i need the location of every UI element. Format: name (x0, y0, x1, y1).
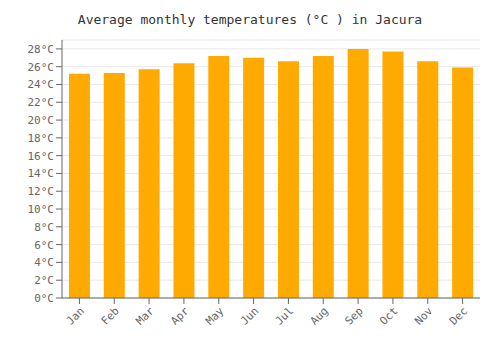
svg-text:14°C: 14°C (28, 167, 55, 180)
svg-text:2°C: 2°C (34, 274, 54, 287)
svg-text:Dec: Dec (447, 304, 470, 327)
svg-text:28°C: 28°C (28, 43, 55, 56)
svg-text:4°C: 4°C (34, 256, 54, 269)
svg-text:May: May (203, 304, 227, 328)
svg-text:Jul: Jul (273, 304, 296, 327)
svg-text:Nov: Nov (412, 304, 436, 328)
svg-text:0°C: 0°C (34, 292, 54, 305)
svg-text:Feb: Feb (99, 304, 122, 327)
svg-text:26°C: 26°C (28, 61, 55, 74)
svg-text:10°C: 10°C (28, 203, 55, 216)
svg-text:Mar: Mar (133, 304, 157, 328)
svg-text:16°C: 16°C (28, 150, 55, 163)
svg-text:12°C: 12°C (28, 185, 55, 198)
svg-text:22°C: 22°C (28, 96, 55, 109)
svg-text:8°C: 8°C (34, 221, 54, 234)
svg-text:Aug: Aug (308, 304, 331, 327)
svg-text:24°C: 24°C (28, 78, 55, 91)
svg-text:18°C: 18°C (28, 132, 55, 145)
svg-text:Jun: Jun (238, 304, 261, 327)
svg-text:Sep: Sep (342, 304, 365, 327)
html-text:Average monthly temperatures (: Average monthly temperatures (°C ) in Ja… (77, 12, 423, 27)
svg-text:Jan: Jan (64, 304, 87, 327)
svg-text:6°C: 6°C (34, 239, 54, 252)
svg-text:Oct: Oct (377, 304, 400, 327)
svg-text:Apr: Apr (168, 304, 192, 328)
svg-text:20°C: 20°C (28, 114, 55, 127)
